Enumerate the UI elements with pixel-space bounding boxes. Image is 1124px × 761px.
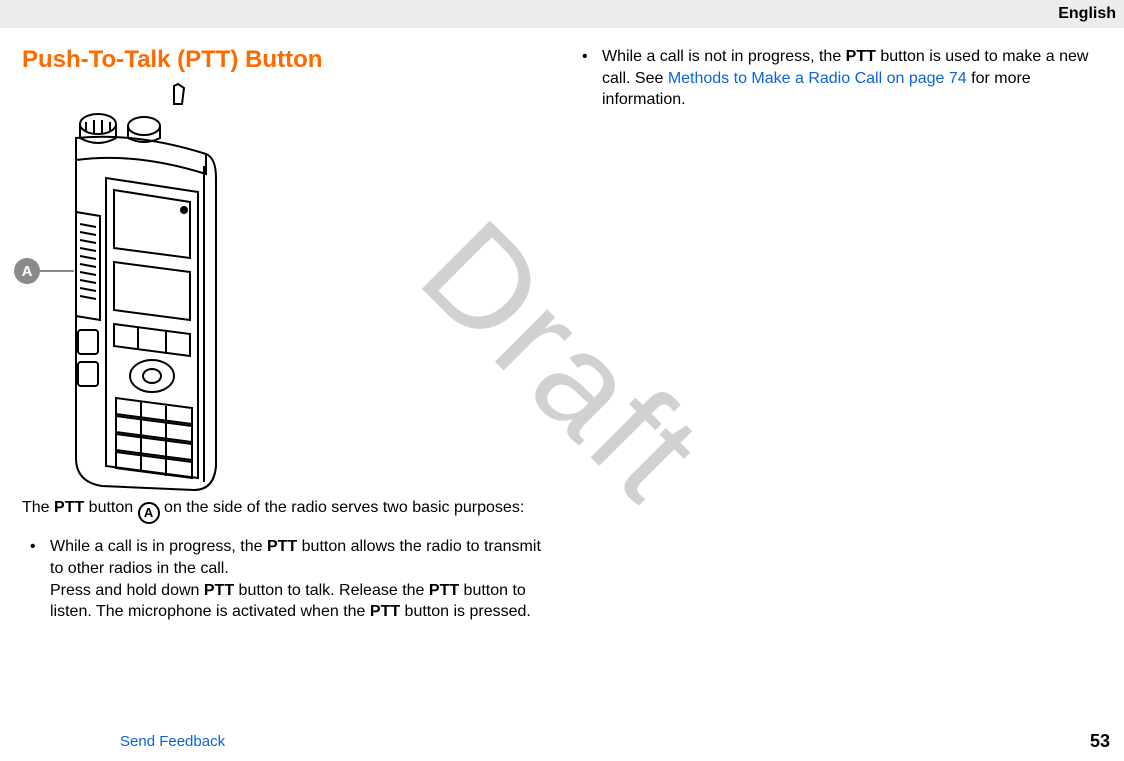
page-footer: Send Feedback 53 <box>0 721 1124 761</box>
section-title: Push-To-Talk (PTT) Button <box>22 46 550 74</box>
bullet1-p1-a: While a call is in progress, the <box>50 538 267 555</box>
intro-text-2: button <box>84 499 137 516</box>
inline-callout-a-icon: A <box>138 502 160 524</box>
left-column: Push-To-Talk (PTT) Button A <box>10 46 562 721</box>
right-column: While a call is not in progress, the PTT… <box>562 46 1114 721</box>
bullet1-p1-b: PTT <box>267 538 297 555</box>
radio-illustration <box>66 82 256 492</box>
left-bullet-list: While a call is in progress, the PTT but… <box>22 536 550 622</box>
send-feedback-link[interactable]: Send Feedback <box>120 733 225 750</box>
bullet1-p2-c: button to talk. Release the <box>234 582 429 599</box>
intro-text-3: on the side of the radio serves two basi… <box>160 499 525 516</box>
bullet1-p2-b: PTT <box>204 582 234 599</box>
top-bar: English <box>0 0 1124 28</box>
page-number: 53 <box>1090 731 1110 752</box>
intro-text-1: The <box>22 499 54 516</box>
cross-ref-link[interactable]: Methods to Make a Radio Call on page 74 <box>668 70 967 87</box>
list-item: While a call is in progress, the PTT but… <box>22 536 550 622</box>
bullet1-p2-f: PTT <box>370 603 400 620</box>
intro-ptt-bold: PTT <box>54 499 84 516</box>
intro-paragraph: The PTT button A on the side of the radi… <box>22 498 550 524</box>
radio-figure: A <box>22 82 550 490</box>
right-bullet-list: While a call is not in progress, the PTT… <box>574 46 1102 111</box>
language-label: English <box>1058 5 1116 23</box>
r-bullet-a: While a call is not in progress, the <box>602 48 846 65</box>
page-body: Draft Push-To-Talk (PTT) Button A <box>0 28 1124 721</box>
bullet1-p2-g: button is pressed. <box>400 603 531 620</box>
bullet1-p2-a: Press and hold down <box>50 582 204 599</box>
bullet1-p2-d: PTT <box>429 582 459 599</box>
list-item: While a call is not in progress, the PTT… <box>574 46 1102 111</box>
r-bullet-b: PTT <box>846 48 876 65</box>
callout-badge-a: A <box>14 258 40 284</box>
